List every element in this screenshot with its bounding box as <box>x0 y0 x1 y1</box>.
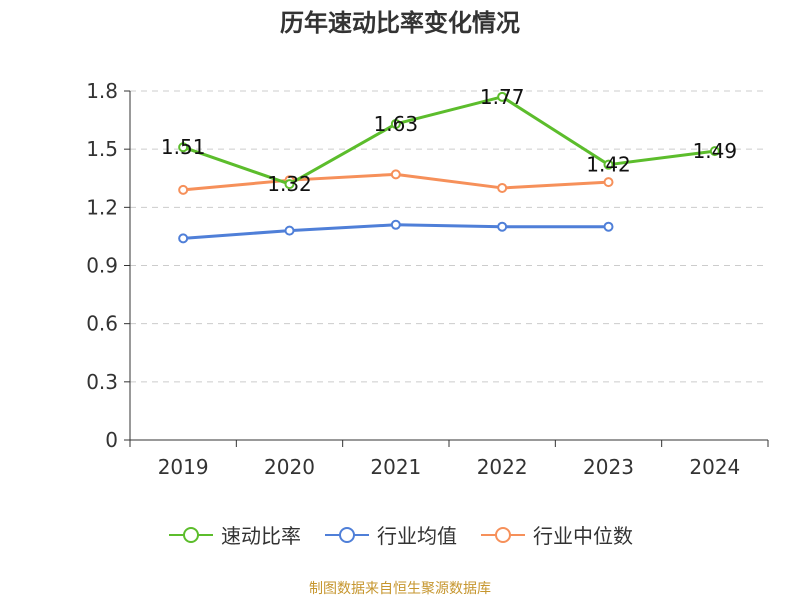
source-note: 制图数据来自恒生聚源数据库 <box>309 581 491 597</box>
grid-lines <box>130 90 768 383</box>
x-tick-label: 2021 <box>370 455 421 479</box>
data-point <box>390 219 401 230</box>
x-tick-label: 2023 <box>583 455 634 479</box>
y-tick-label: 0.3 <box>86 370 118 394</box>
data-label: 1.51 <box>161 135 206 159</box>
data-point <box>284 225 295 236</box>
data-point <box>603 221 614 232</box>
data-point <box>603 177 614 188</box>
data-point <box>284 179 295 190</box>
data-label: 1.63 <box>374 112 419 136</box>
y-tick-label: 0.6 <box>86 312 118 336</box>
data-point <box>178 142 189 153</box>
x-tick-label: 2024 <box>689 455 740 479</box>
data-label: 1.49 <box>693 139 738 163</box>
data-point <box>178 184 189 195</box>
data-label: 1.77 <box>480 85 525 109</box>
data-point <box>390 169 401 180</box>
axes: 0 0.3 0.6 0.9 1.2 1.5 1.8 2019 2020 2021 2022 2023 2… <box>86 79 769 479</box>
x-tick-label: 2019 <box>158 455 209 479</box>
data-point <box>603 159 614 170</box>
data-point <box>497 182 508 193</box>
data-point <box>709 146 720 157</box>
data-point <box>497 91 508 102</box>
x-tick-label: 2022 <box>477 455 528 479</box>
y-tick-label: 1.2 <box>86 195 118 219</box>
chart-title: 历年速动比率变化情况 <box>280 9 520 37</box>
legend-label: 行业中位数 <box>533 524 633 548</box>
legend: 速动比率 行业均值 行业中位数 <box>0 520 800 549</box>
legend-item-1[interactable]: 行业均值 <box>323 520 457 549</box>
data-point <box>390 118 401 129</box>
y-tick-label: 1.5 <box>86 137 118 161</box>
y-tick-label: 0.9 <box>86 254 118 278</box>
legend-item-2[interactable]: 行业中位数 <box>479 520 633 549</box>
legend-marker-icon <box>481 526 525 543</box>
y-tick-label: 1.8 <box>86 79 118 103</box>
data-labels: 1.51 1.32 1.63 1.77 1.42 1.49 <box>161 85 737 196</box>
data-point <box>178 233 189 244</box>
legend-item-0[interactable]: 速动比率 <box>167 520 301 549</box>
legend-label: 行业均值 <box>377 524 457 548</box>
series-line-0 <box>182 95 716 186</box>
x-tick-label: 2020 <box>264 455 315 479</box>
y-tick-label: 0 <box>105 428 118 452</box>
legend-marker-icon <box>169 526 213 543</box>
legend-label: 速动比率 <box>221 524 301 548</box>
data-point <box>497 221 508 232</box>
data-label: 1.32 <box>267 172 312 196</box>
series-lines <box>178 91 720 244</box>
data-label: 1.42 <box>586 153 631 177</box>
legend-marker-icon <box>325 526 369 543</box>
